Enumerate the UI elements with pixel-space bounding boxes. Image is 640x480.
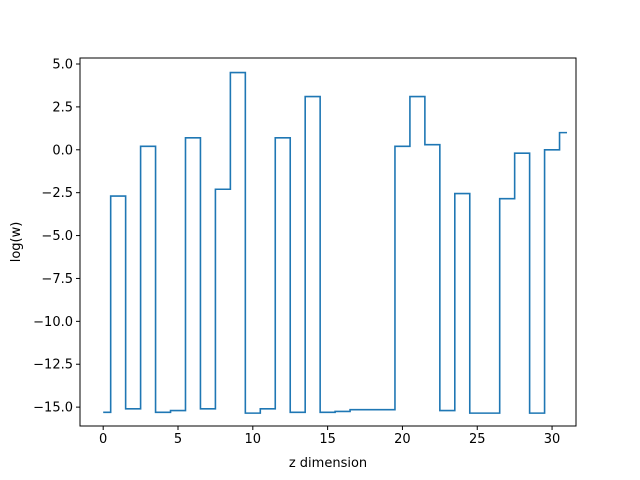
y-tick-label: −10.0 [33,315,73,330]
y-tick-label: 2.5 [52,100,73,115]
y-tick-label: −5.0 [41,229,73,244]
y-tick-label: −2.5 [41,186,73,201]
x-axis-label: z dimension [289,456,367,471]
x-tick-label: 20 [394,432,411,447]
x-tick-label: 10 [245,432,262,447]
series-step-line [103,71,568,414]
x-tick-label: 5 [174,432,182,447]
y-axis-label: log(w) [9,222,24,263]
y-tick-label: 0.0 [52,143,73,158]
y-axis-ticks: 5.0 2.5 0.0 −2.5 −5.0 −7.5 −10.0 −12.5 −15.0 [33,58,80,416]
x-tick-label: 0 [99,432,107,447]
y-tick-label: −15.0 [33,401,73,416]
x-tick-label: 15 [319,432,336,447]
y-tick-label: −7.5 [41,272,73,287]
y-tick-label: −12.5 [33,358,73,373]
x-tick-label: 30 [544,432,561,447]
x-axis-ticks: 0 5 10 15 20 25 30 [99,426,560,447]
plot-area [103,71,568,414]
x-tick-label: 25 [469,432,486,447]
y-tick-label: 5.0 [52,58,73,73]
